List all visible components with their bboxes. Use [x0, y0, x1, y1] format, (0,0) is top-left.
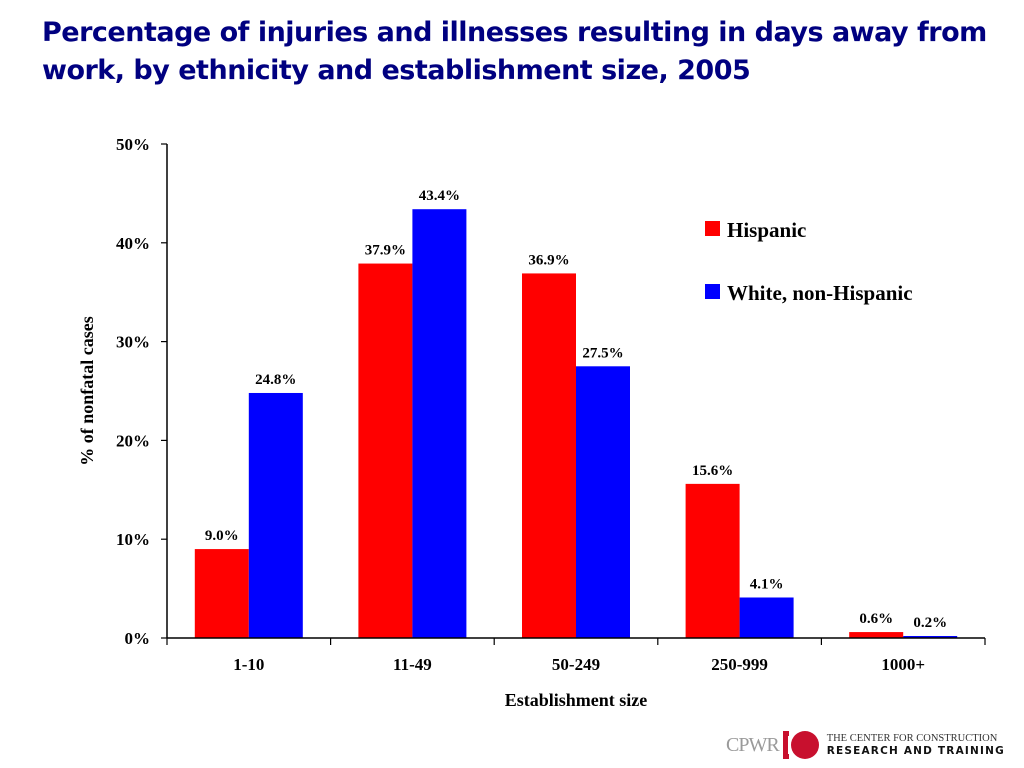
- x-tick-label: 250-999: [711, 655, 768, 674]
- x-tick-label: 1-10: [233, 655, 264, 674]
- y-tick-label: 10%: [116, 530, 150, 549]
- bar-hispanic-11-49: [358, 263, 413, 638]
- logo-org-name: THE CENTER FOR CONSTRUCTION RESEARCH AND…: [827, 733, 1005, 757]
- logo-line2: RESEARCH AND TRAINING: [826, 745, 1005, 757]
- legend-label-white-non-hispanic: White, non-Hispanic: [727, 281, 913, 305]
- bar-white-non-hispanic-1-10: [248, 392, 303, 638]
- x-axis-label: Establishment size: [505, 690, 648, 710]
- data-label: 9.0%: [205, 528, 239, 544]
- data-label: 37.9%: [365, 243, 406, 259]
- bar-white-non-hispanic-250-999: [739, 597, 794, 638]
- bar-hispanic-250-999: [685, 483, 740, 638]
- data-label: 24.8%: [255, 372, 296, 388]
- legend-swatch-white-non-hispanic: [705, 284, 720, 299]
- x-tick-label: 11-49: [393, 655, 432, 674]
- data-label: 0.6%: [859, 611, 893, 627]
- logo-line1: THE CENTER FOR CONSTRUCTION: [826, 733, 998, 744]
- x-tick-label: 50-249: [552, 655, 600, 674]
- bar-white-non-hispanic-50-249: [576, 366, 630, 638]
- y-tick-label: 30%: [116, 333, 150, 352]
- bar-hispanic-1000+: [849, 632, 904, 638]
- y-tick-label: 40%: [116, 234, 150, 253]
- logo-bracket-icon: [782, 731, 789, 759]
- data-label: 4.1%: [750, 576, 784, 592]
- legend: Hispanic White, non-Hispanic: [705, 218, 913, 305]
- cpwr-logo: CPWR THE CENTER FOR CONSTRUCTION RESEARC…: [726, 728, 1005, 762]
- x-tick-label: 1000+: [881, 655, 925, 674]
- bar-hispanic-1-10: [194, 549, 249, 638]
- bar-hispanic-50-249: [522, 273, 576, 638]
- y-axis-label: % of nonfatal cases: [77, 316, 97, 466]
- legend-swatch-hispanic: [705, 221, 720, 236]
- data-label: 36.9%: [528, 252, 569, 268]
- data-label: 0.2%: [913, 615, 947, 631]
- bar-white-non-hispanic-11-49: [412, 209, 467, 638]
- legend-label-hispanic: Hispanic: [727, 218, 806, 242]
- logo-circle-icon: [790, 731, 819, 759]
- logo-abbr: CPWR: [726, 733, 780, 756]
- y-tick-label: 0%: [125, 629, 151, 648]
- data-label: 15.6%: [692, 463, 733, 479]
- data-label: 43.4%: [419, 188, 460, 204]
- chart-title: Percentage of injuries and illnesses res…: [42, 17, 987, 86]
- data-label: 27.5%: [582, 345, 623, 361]
- y-tick-label: 50%: [116, 135, 150, 154]
- y-tick-label: 20%: [116, 431, 150, 450]
- bar-white-non-hispanic-1000+: [903, 636, 958, 638]
